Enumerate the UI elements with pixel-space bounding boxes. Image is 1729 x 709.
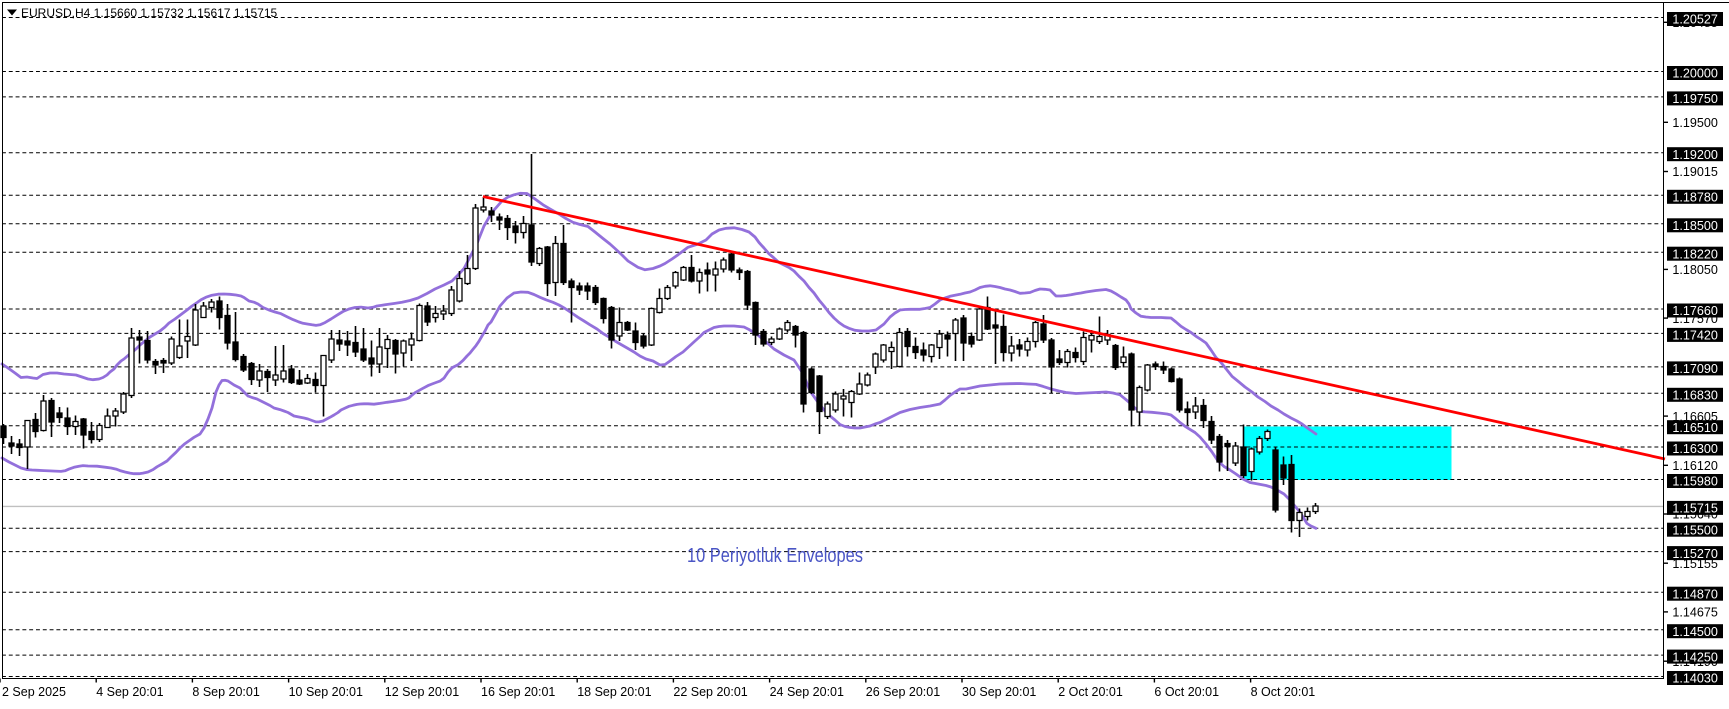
svg-text:10 Sep 20:01: 10 Sep 20:01 [289, 685, 363, 699]
svg-text:1.19750: 1.19750 [1672, 92, 1718, 106]
svg-text:EURUSD,H4 1.15660 1.15732 1.1: EURUSD,H4 1.15660 1.15732 1.15617 1.1571… [21, 6, 278, 20]
svg-text:1.15980: 1.15980 [1672, 475, 1718, 489]
svg-text:1.14250: 1.14250 [1672, 650, 1718, 664]
svg-text:16 Sep 20:01: 16 Sep 20:01 [481, 685, 555, 699]
svg-text:30 Sep 20:01: 30 Sep 20:01 [962, 685, 1036, 699]
svg-text:26 Sep 20:01: 26 Sep 20:01 [866, 685, 940, 699]
svg-text:8 Oct 20:01: 8 Oct 20:01 [1251, 685, 1316, 699]
svg-text:1.14675: 1.14675 [1672, 606, 1718, 620]
svg-text:1.18780: 1.18780 [1672, 191, 1718, 205]
svg-text:1.15270: 1.15270 [1672, 547, 1718, 561]
svg-text:1.16120: 1.16120 [1672, 459, 1718, 473]
svg-text:1.16830: 1.16830 [1672, 389, 1718, 403]
svg-text:1.19200: 1.19200 [1672, 148, 1718, 162]
svg-text:1.14870: 1.14870 [1672, 587, 1718, 601]
svg-text:1.18050: 1.18050 [1672, 263, 1718, 277]
svg-text:1.18500: 1.18500 [1672, 219, 1718, 233]
svg-text:18 Sep 20:01: 18 Sep 20:01 [577, 685, 651, 699]
svg-text:1.14030: 1.14030 [1672, 672, 1718, 686]
svg-text:1.16510: 1.16510 [1672, 421, 1718, 435]
svg-text:1.20000: 1.20000 [1672, 67, 1718, 81]
svg-text:22 Sep 20:01: 22 Sep 20:01 [673, 685, 747, 699]
svg-text:1.14500: 1.14500 [1672, 625, 1718, 639]
svg-text:8 Sep 20:01: 8 Sep 20:01 [192, 685, 259, 699]
svg-text:10 Periyotluk Envelopes: 10 Periyotluk Envelopes [687, 545, 863, 567]
svg-text:4 Sep 20:01: 4 Sep 20:01 [96, 685, 163, 699]
svg-text:1.15500: 1.15500 [1672, 523, 1718, 537]
svg-text:1.17420: 1.17420 [1672, 329, 1718, 343]
svg-text:12 Sep 20:01: 12 Sep 20:01 [385, 685, 459, 699]
svg-text:1.18220: 1.18220 [1672, 247, 1718, 261]
svg-text:1.19500: 1.19500 [1672, 116, 1718, 130]
svg-text:1.16300: 1.16300 [1672, 442, 1718, 456]
svg-text:1.17090: 1.17090 [1672, 362, 1718, 376]
svg-text:1.15715: 1.15715 [1672, 502, 1718, 516]
svg-text:2 Sep 2025: 2 Sep 2025 [2, 685, 66, 699]
svg-text:24 Sep 20:01: 24 Sep 20:01 [770, 685, 844, 699]
svg-text:6 Oct 20:01: 6 Oct 20:01 [1154, 685, 1219, 699]
svg-text:1.15155: 1.15155 [1672, 557, 1718, 571]
svg-text:1.17660: 1.17660 [1672, 304, 1718, 318]
svg-text:1.19015: 1.19015 [1672, 165, 1718, 179]
svg-text:2 Oct 20:01: 2 Oct 20:01 [1058, 685, 1123, 699]
svg-text:1.20527: 1.20527 [1672, 13, 1718, 27]
